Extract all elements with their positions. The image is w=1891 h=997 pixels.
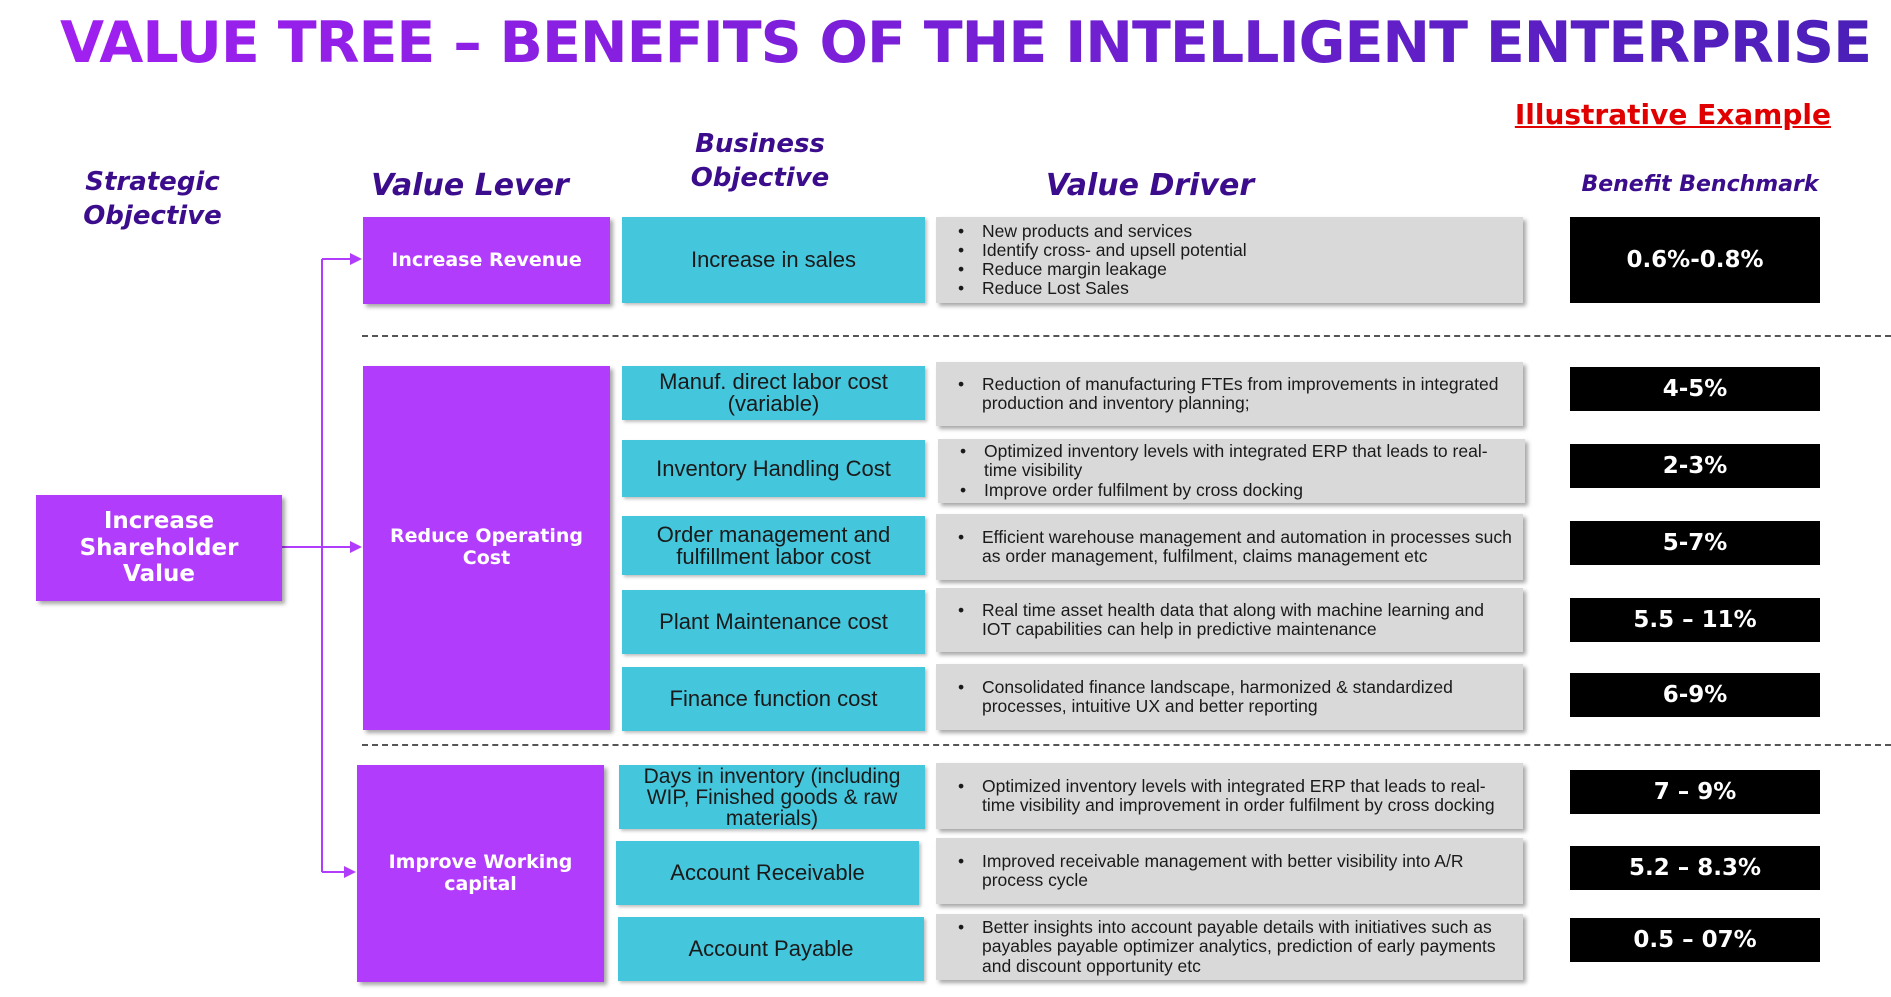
header-value-lever: Value Lever [371, 168, 569, 203]
value-driver-item: Reduce Lost Sales [958, 278, 1247, 298]
illustrative-example-label: Illustrative Example [1514, 98, 1831, 131]
arrow-head-revenue [350, 253, 362, 265]
benefit-benchmark: 0.5 – 07% [1570, 918, 1820, 962]
value-driver-item: Improve order fulfilment by cross dockin… [960, 480, 1515, 500]
lever-increase-revenue: Increase Revenue [363, 217, 610, 304]
business-objective-days-in-inventory: Days in inventory (including WIP, Finish… [619, 765, 925, 829]
section-divider [362, 335, 1891, 337]
value-driver-item: Reduce margin leakage [958, 259, 1247, 279]
header-benefit-benchmark: Benefit Benchmark [1581, 172, 1819, 197]
benefit-benchmark: 7 – 9% [1570, 770, 1820, 814]
arrow-head-working [344, 866, 356, 878]
page-title: VALUE TREE – BENEFITS OF THE INTELLIGENT… [60, 10, 1872, 76]
value-driver-item: Reduction of manufacturing FTEs from imp… [958, 374, 1513, 414]
value-driver-item: Optimized inventory levels with integrat… [958, 776, 1513, 816]
benefit-benchmark: 6-9% [1570, 673, 1820, 717]
benefit-benchmark: 5-7% [1570, 521, 1820, 565]
value-driver-box: New products and servicesIdentify cross-… [936, 217, 1523, 303]
business-objective-increase-in-sales: Increase in sales [622, 217, 925, 303]
business-objective-account-receivable: Account Receivable [616, 841, 919, 905]
business-objective-finance-function: Finance function cost [622, 667, 925, 731]
value-driver-box: Real time asset health data that along w… [936, 588, 1523, 652]
lever-reduce-operating-cost: Reduce Operating Cost [363, 366, 610, 730]
header-strategic-objective: Strategic Objective [83, 167, 222, 231]
benefit-benchmark: 4-5% [1570, 367, 1820, 411]
value-driver-box: Reduction of manufacturing FTEs from imp… [936, 362, 1523, 426]
benefit-benchmark: 5.5 – 11% [1570, 598, 1820, 642]
value-driver-item: Identify cross- and upsell potential [958, 240, 1247, 260]
business-objective-account-payable: Account Payable [618, 917, 924, 981]
benefit-benchmark: 5.2 – 8.3% [1570, 846, 1820, 890]
strategic-objective-box: Increase Shareholder Value [36, 495, 282, 601]
value-driver-item: Optimized inventory levels with integrat… [960, 442, 1515, 481]
arrow-head-operating [350, 541, 362, 553]
header-value-driver: Value Driver [1045, 168, 1255, 203]
header-business-objective: Business Objective [690, 129, 830, 193]
business-objective-manuf-labor-cost: Manuf. direct labor cost (variable) [622, 366, 925, 420]
value-driver-box: Optimized inventory levels with integrat… [938, 439, 1525, 503]
value-driver-item: Consolidated finance landscape, harmoniz… [958, 677, 1513, 717]
value-driver-item: New products and services [958, 221, 1247, 241]
value-driver-item: Better insights into account payable det… [958, 918, 1513, 976]
business-objective-plant-maintenance: Plant Maintenance cost [622, 590, 925, 654]
benefit-benchmark: 0.6%-0.8% [1570, 217, 1820, 303]
business-objective-order-management: Order management and fulfillment labor c… [622, 516, 925, 575]
business-objective-inventory-handling: Inventory Handling Cost [622, 440, 925, 497]
value-driver-box: Better insights into account payable det… [936, 914, 1523, 980]
value-driver-box: Consolidated finance landscape, harmoniz… [936, 664, 1523, 730]
value-driver-box: Improved receivable management with bett… [936, 838, 1523, 904]
lever-improve-working-capital: Improve Working capital [357, 765, 604, 982]
business-objective-label: Manuf. direct labor cost (variable) [659, 369, 888, 416]
value-driver-item: Efficient warehouse management and autom… [958, 527, 1513, 567]
value-driver-item: Improved receivable management with bett… [958, 851, 1513, 891]
value-driver-box: Efficient warehouse management and autom… [936, 514, 1523, 580]
value-driver-box: Optimized inventory levels with integrat… [936, 763, 1523, 829]
section-divider [362, 744, 1891, 746]
benefit-benchmark: 2-3% [1570, 444, 1820, 488]
value-driver-item: Real time asset health data that along w… [958, 600, 1513, 640]
